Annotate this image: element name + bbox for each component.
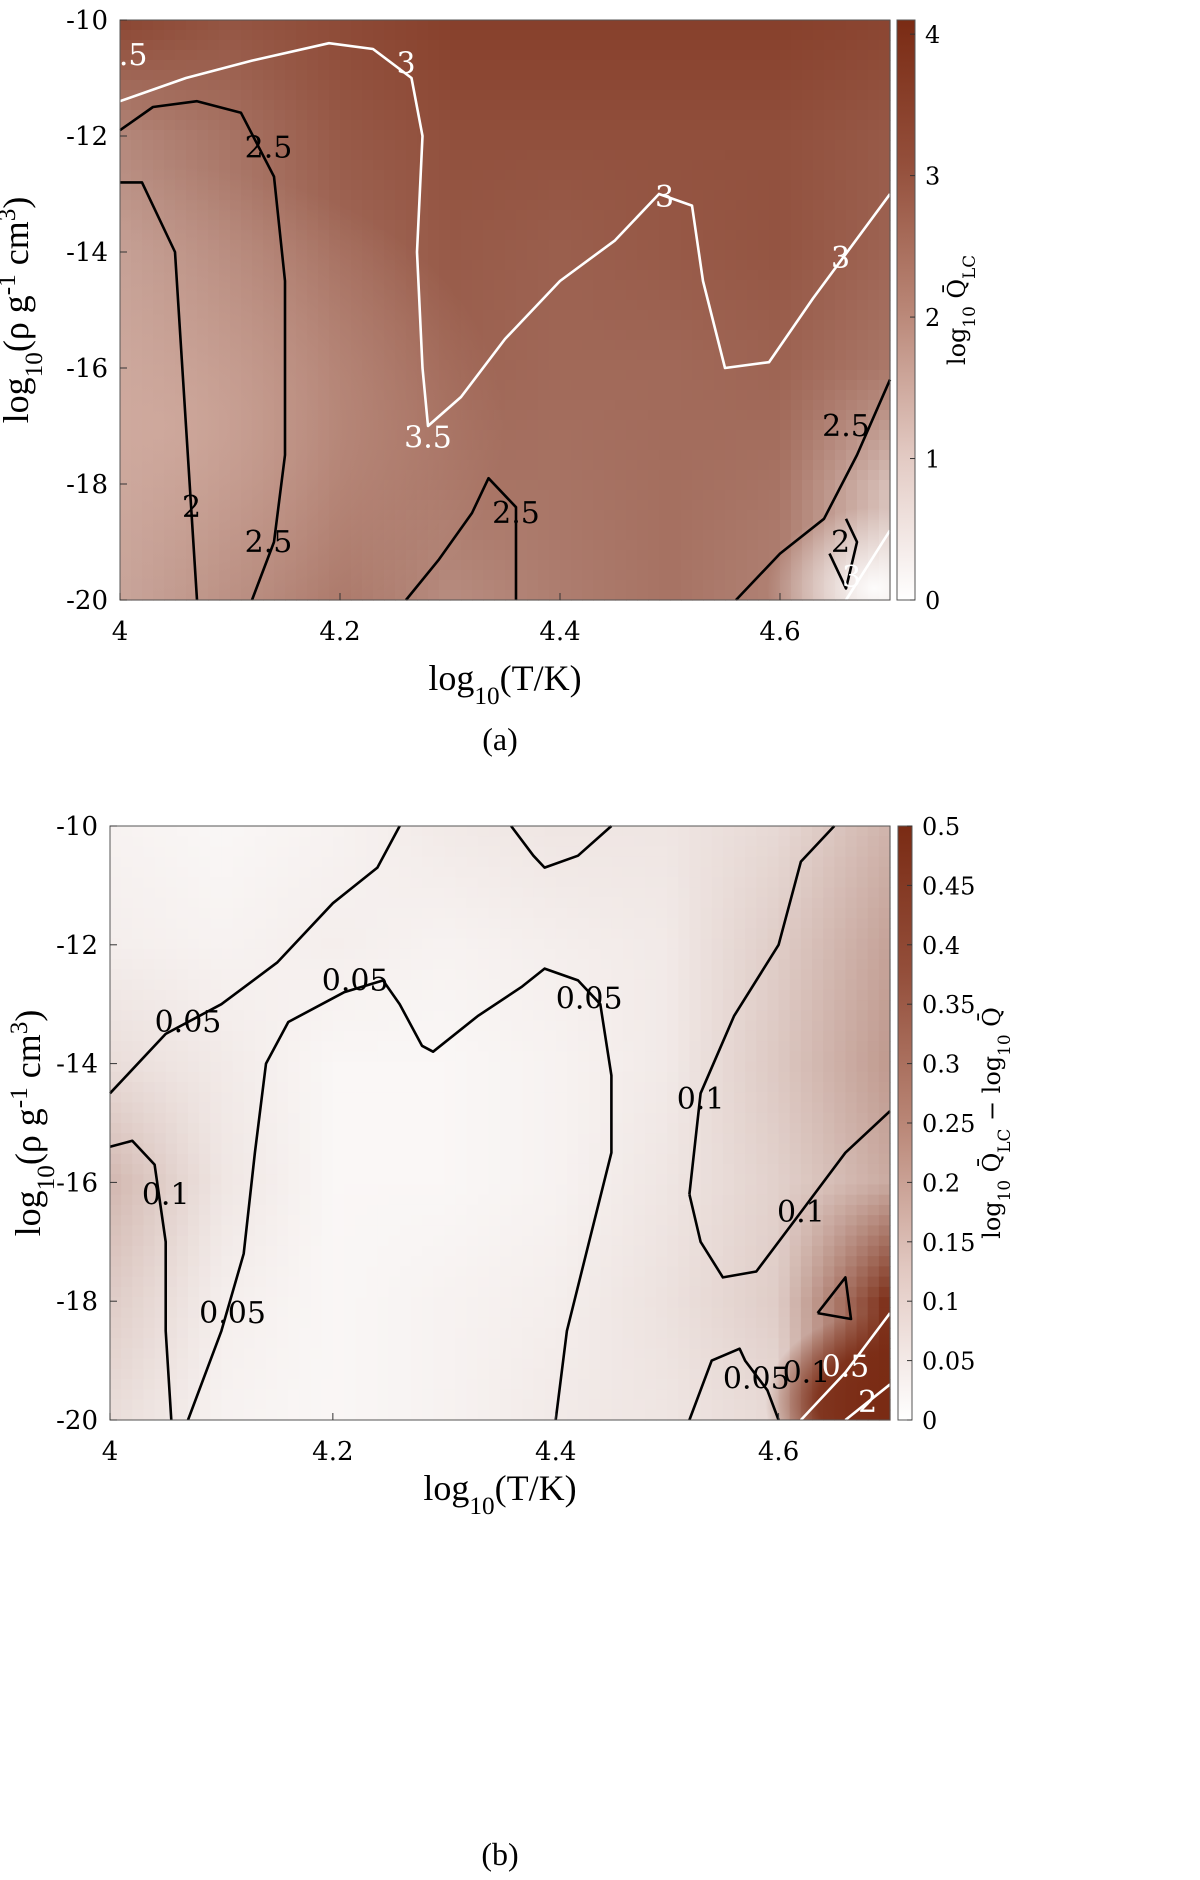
- contour-label: 2.5: [822, 409, 870, 444]
- contour-label: 2.5: [492, 496, 540, 531]
- contour-label: 2.5: [245, 131, 293, 166]
- colorbar-label: log10 Q̄LC: [943, 255, 979, 365]
- y-tick-label: -14: [66, 238, 108, 268]
- contour-label: 2: [831, 525, 850, 560]
- contour-label: 3: [655, 180, 674, 215]
- colorbar-tick-label: 3: [925, 163, 940, 191]
- y-tick-label: -20: [66, 586, 108, 616]
- contour-line-2: [120, 181, 199, 601]
- panel-caption: (a): [482, 721, 518, 757]
- y-axis: -10 -12 -14 -16 -18 -20: [66, 6, 127, 616]
- colorbar-tick-label: 4: [925, 21, 940, 49]
- contour-label: .5: [119, 38, 148, 73]
- x-tick-label: 4: [112, 617, 129, 647]
- contour-line-2.5: [119, 99, 287, 601]
- x-tick-label: 4.4: [539, 617, 580, 647]
- colorbar-tick-label: 0: [925, 587, 940, 615]
- heatmap-shading: [120, 20, 890, 600]
- colorbar-gradient: [896, 19, 916, 601]
- colorbar: 0 1 2 3 4 log10 Q̄LC: [896, 19, 979, 615]
- heatmap-field: [110, 826, 891, 1421]
- plot-frame: [119, 19, 891, 601]
- contour-label: 3: [842, 560, 861, 595]
- x-axis-label: log10(T/K): [428, 658, 581, 710]
- colorbar-tick-label: 1: [925, 446, 940, 474]
- contour-line-3: [844, 529, 892, 601]
- y-tick-label: -10: [66, 6, 108, 36]
- contour-label: 3: [831, 241, 850, 276]
- panel-b: 0.050.050.050.050.10.10.10.050.10.524 4.2…: [6, 812, 1015, 1872]
- x-tick-label: 4.2: [319, 617, 360, 647]
- y-tick-label: -18: [66, 470, 108, 500]
- x-tick-label: 4.6: [759, 617, 800, 647]
- colorbar-tick-label: 2: [925, 304, 940, 332]
- contour-label: 2.5: [245, 525, 293, 560]
- x-axis: 4 4.2 4.4 4.6: [112, 593, 801, 647]
- contour-line-2.5: [735, 379, 892, 601]
- contour-line-2: [828, 518, 859, 590]
- contour-line-2.5: [404, 476, 518, 601]
- contour-label: 2: [182, 490, 201, 525]
- heatmap-field: [120, 20, 891, 601]
- contour-label: 3.5: [404, 421, 452, 456]
- y-tick-label: -16: [66, 354, 108, 384]
- contour-line-3: [119, 41, 892, 428]
- y-tick-label: -12: [66, 122, 108, 152]
- contour-label: 3: [396, 47, 415, 82]
- contour-lines: [119, 41, 892, 601]
- y-axis-label: log10(ρ g-1 cm3): [0, 197, 48, 424]
